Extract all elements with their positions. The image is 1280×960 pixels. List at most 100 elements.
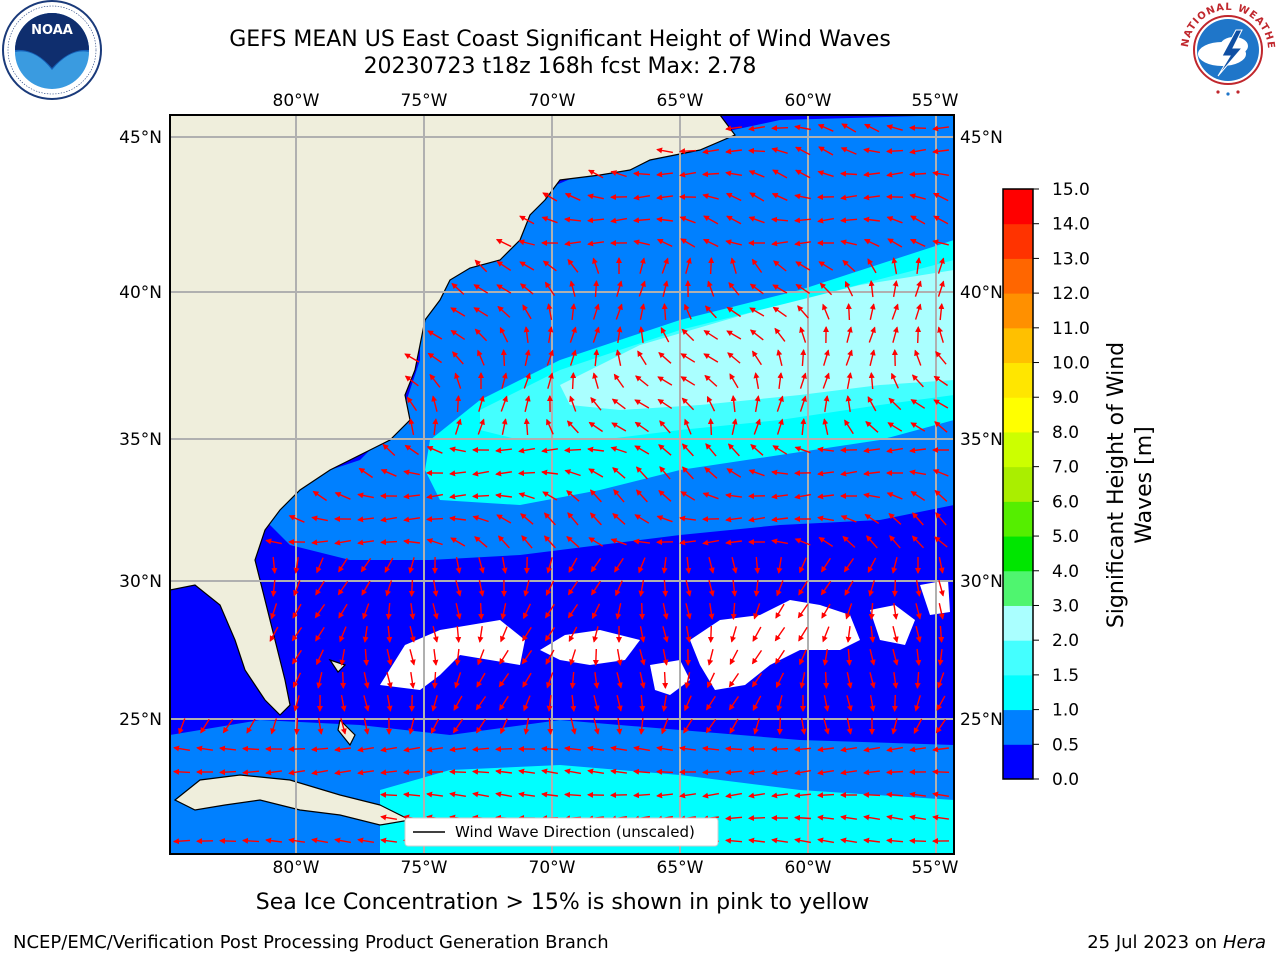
- wind-wave-arrow: [891, 718, 898, 735]
- wind-wave-arrow: [610, 768, 627, 775]
- wind-wave-arrow: [729, 718, 739, 734]
- lon-tick-label: 65°W: [657, 858, 704, 878]
- wind-wave-arrow: [432, 626, 439, 643]
- wind-wave-arrow: [426, 791, 443, 798]
- wind-wave-arrow: [432, 579, 439, 597]
- wind-wave-arrow: [363, 648, 370, 666]
- wind-wave-arrow: [868, 580, 875, 597]
- wind-wave-arrow: [357, 492, 374, 499]
- wind-wave-arrow: [937, 280, 945, 297]
- wind-wave-arrow: [821, 603, 831, 619]
- wind-wave-arrow: [938, 303, 945, 321]
- wind-wave-arrow: [611, 422, 627, 432]
- wind-wave-arrow: [840, 837, 858, 844]
- wind-wave-arrow: [271, 556, 278, 574]
- wind-wave-arrow: [450, 330, 466, 340]
- wind-wave-arrow: [495, 768, 512, 775]
- wind-wave-arrow: [886, 791, 904, 798]
- colorbar-swatch: [1003, 570, 1033, 606]
- wind-wave-arrow: [730, 626, 737, 643]
- wind-wave-arrow: [771, 493, 788, 500]
- wind-wave-arrow: [892, 672, 899, 689]
- wind-wave-arrow: [863, 216, 880, 223]
- wind-wave-arrow: [681, 466, 694, 480]
- wind-wave-arrow: [316, 672, 323, 689]
- wind-wave-arrow: [938, 557, 945, 574]
- wind-wave-arrow: [656, 238, 673, 248]
- wind-wave-arrow: [547, 372, 554, 389]
- wind-wave-arrow: [933, 215, 949, 225]
- wind-wave-arrow: [748, 147, 766, 154]
- wind-wave-arrow: [634, 514, 650, 524]
- wind-wave-arrow: [708, 602, 715, 620]
- wind-wave-arrow: [523, 580, 530, 597]
- wind-wave-arrow: [776, 556, 783, 574]
- wind-wave-arrow: [821, 557, 831, 573]
- wind-wave-arrow: [817, 837, 835, 844]
- region-pale-cyan: [560, 270, 954, 410]
- wind-wave-arrow: [800, 717, 807, 735]
- wind-wave-arrow: [638, 326, 645, 343]
- chart-title: GEFS MEAN US East Coast Significant Heig…: [229, 27, 891, 52]
- wind-wave-arrow: [613, 373, 625, 388]
- wind-wave-arrow: [635, 489, 648, 503]
- colorbar-swatch: [1003, 431, 1033, 468]
- wind-wave-arrow: [616, 695, 623, 712]
- arrow-legend: Wind Wave Direction (unscaled): [404, 817, 719, 847]
- colorbar-tick-label: 2.0: [1052, 631, 1079, 651]
- wind-wave-arrow: [523, 717, 530, 735]
- wind-wave-arrow: [679, 792, 697, 799]
- wind-wave-arrow: [566, 490, 580, 502]
- wind-wave-arrow: [840, 170, 858, 177]
- wind-wave-arrow: [932, 239, 949, 246]
- no-data-areas: [380, 580, 950, 695]
- wind-wave-arrow: [892, 626, 899, 643]
- colorbar-tick-label: 1.5: [1052, 666, 1079, 686]
- wind-wave-arrow: [936, 695, 946, 711]
- wind-wave-arrow: [864, 123, 880, 133]
- wind-wave-arrow: [382, 443, 396, 457]
- wind-wave-arrow: [863, 791, 881, 798]
- wind-wave-arrow: [661, 257, 669, 274]
- wind-wave-arrow: [679, 148, 697, 155]
- wind-wave-arrow: [311, 837, 329, 844]
- wind-wave-arrow: [610, 446, 627, 454]
- wind-wave-arrow: [863, 769, 880, 776]
- wind-wave-arrow: [404, 444, 419, 456]
- wind-wave-arrow: [753, 418, 761, 435]
- wind-wave-arrow: [774, 327, 786, 342]
- wind-wave-arrow: [754, 395, 761, 413]
- wind-wave-arrow: [501, 556, 508, 574]
- wind-wave-arrow: [520, 513, 534, 525]
- wind-wave-arrow: [477, 418, 485, 435]
- wind-wave-arrow: [772, 306, 787, 318]
- noaa-logo-text: NOAA: [31, 23, 73, 38]
- wind-wave-arrow: [840, 814, 858, 821]
- wind-wave-arrow: [521, 649, 533, 665]
- wind-wave-arrow: [863, 470, 880, 477]
- wind-wave-arrow: [592, 303, 600, 320]
- wind-wave-arrow: [477, 349, 485, 366]
- wind-wave-arrow: [817, 515, 835, 522]
- wind-wave-arrow: [707, 649, 714, 666]
- wind-wave-arrow: [680, 376, 696, 386]
- wind-wave-arrow: [454, 672, 462, 689]
- wind-wave-arrow: [725, 539, 742, 546]
- lat-tick-label: 30°N: [119, 572, 162, 592]
- lon-tick-label: 60°W: [785, 91, 832, 111]
- wind-wave-arrow: [523, 418, 530, 436]
- wind-wave-arrow: [933, 375, 948, 387]
- wind-wave-arrow: [822, 648, 829, 666]
- wind-wave-arrow: [501, 418, 508, 435]
- wind-wave-arrow: [869, 626, 876, 643]
- wind-wave-arrow: [409, 603, 416, 620]
- wind-wave-arrow: [751, 673, 763, 688]
- wind-wave-arrow: [567, 512, 579, 526]
- wind-wave-arrow: [656, 515, 673, 523]
- lat-tick-label: 45°N: [960, 128, 1003, 148]
- wind-wave-arrow: [797, 603, 809, 619]
- wind-wave-arrow: [426, 493, 444, 500]
- wind-wave-arrow: [753, 372, 760, 390]
- wind-wave-arrow: [843, 558, 855, 573]
- wind-wave-arrow: [500, 349, 507, 367]
